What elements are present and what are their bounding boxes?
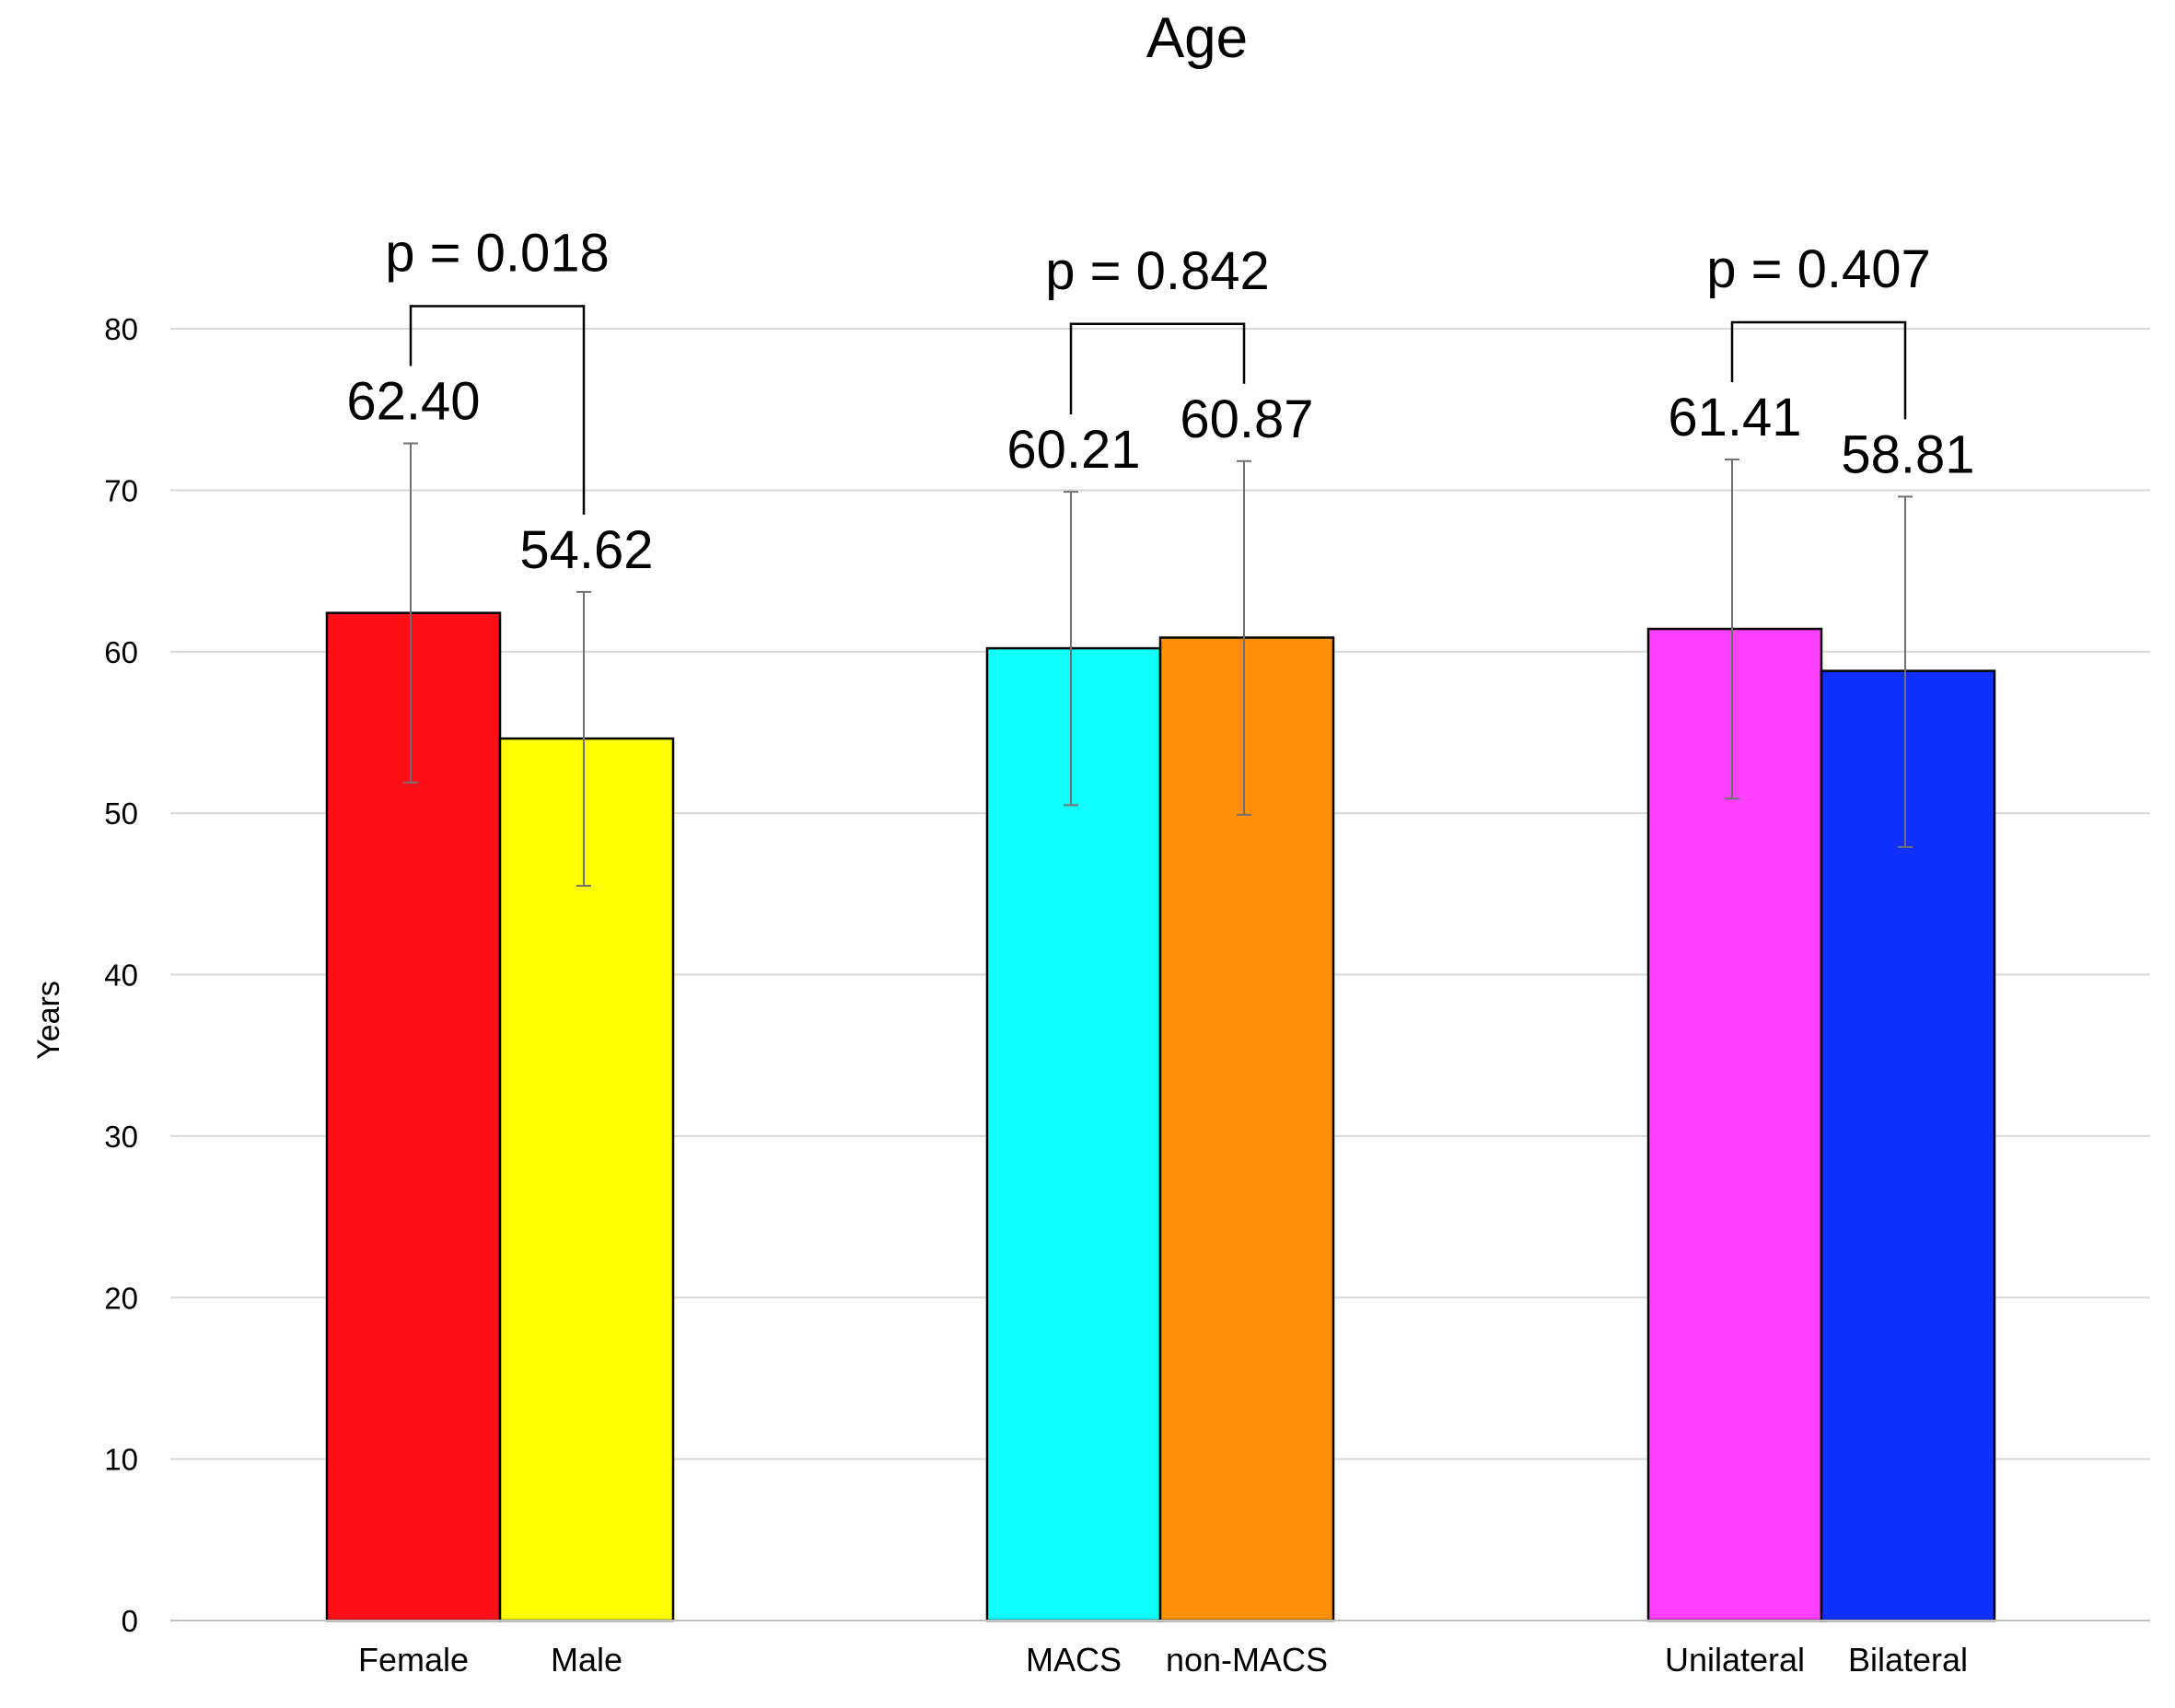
x-tick-label-unilateral: Unilateral (1665, 1641, 1805, 1679)
y-tick-label-20: 20 (104, 1281, 138, 1315)
y-tick-label-70: 70 (104, 473, 138, 507)
bar-macs (985, 646, 1162, 1622)
y-tick-label-0: 0 (122, 1604, 138, 1638)
x-tick-label-male: Male (551, 1641, 622, 1679)
value-label-female: 62.40 (346, 372, 480, 432)
bar-female (325, 611, 502, 1622)
p-value-label-group-3: p = 0.407 (1706, 239, 1931, 299)
x-tick-label-bilateral: Bilateral (1848, 1641, 1968, 1679)
chart-title: Age (1146, 6, 1248, 70)
y-tick-label-80: 80 (104, 312, 138, 346)
p-value-label-group-1: p = 0.018 (385, 224, 610, 284)
axes: 0 10 20 30 40 50 60 70 80 Female Male MACS non-MACS U… (104, 312, 2150, 1679)
y-axis-label: Years (31, 981, 66, 1060)
bar-unilateral (1646, 627, 1823, 1622)
y-tick-label-40: 40 (104, 959, 138, 993)
x-tick-label-female: Female (358, 1641, 469, 1679)
value-label-male: 54.62 (519, 520, 653, 580)
value-label-unilateral: 61.41 (1668, 388, 1801, 447)
value-label-non-macs: 60.87 (1180, 389, 1313, 449)
y-tick-label-50: 50 (104, 796, 138, 831)
significance-brackets: p = 0.018 p = 0.842 p = 0.407 (385, 224, 1931, 515)
significance-bracket-group-3 (1730, 320, 1907, 420)
error-bars (403, 442, 1913, 888)
bar-non-macs (1158, 636, 1335, 1622)
data-labels: 62.40 54.62 60.21 60.87 61.41 58.81 (346, 372, 1974, 580)
y-tick-label-30: 30 (104, 1120, 138, 1154)
bars (325, 611, 1996, 1622)
y-tick-label-60: 60 (104, 635, 138, 669)
x-tick-label-macs: MACS (1026, 1641, 1122, 1679)
significance-bracket-group-2 (1069, 322, 1246, 415)
value-label-macs: 60.21 (1006, 420, 1140, 480)
x-tick-label-non-macs: non-MACS (1166, 1641, 1328, 1679)
p-value-label-group-2: p = 0.842 (1045, 241, 1270, 301)
bar-bilateral (1820, 669, 1996, 1622)
significance-bracket-group-1 (409, 305, 586, 515)
y-tick-label-10: 10 (104, 1443, 138, 1477)
bar-male (498, 737, 675, 1622)
value-label-bilateral: 58.81 (1841, 424, 1974, 484)
